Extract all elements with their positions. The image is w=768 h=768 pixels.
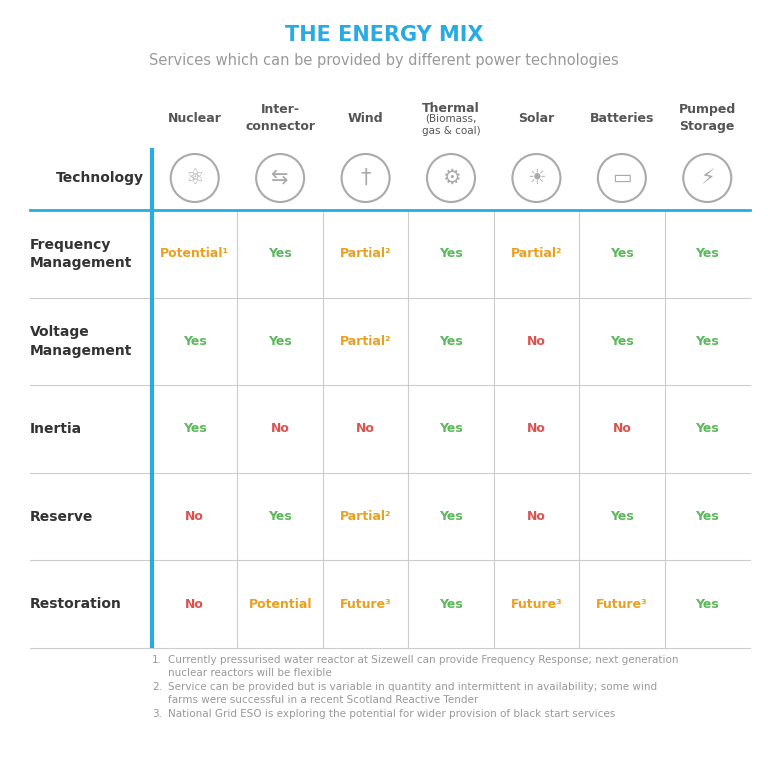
Text: Thermal: Thermal (422, 102, 480, 115)
Text: Partial²: Partial² (339, 247, 392, 260)
Text: Yes: Yes (695, 247, 719, 260)
Text: No: No (356, 422, 375, 435)
Text: Solar: Solar (518, 111, 554, 124)
Text: Voltage
Management: Voltage Management (30, 325, 132, 358)
Text: Pumped
Storage: Pumped Storage (679, 103, 736, 133)
Text: Service can be provided but is variable in quantity and intermittent in availabi: Service can be provided but is variable … (168, 682, 657, 705)
Text: Partial²: Partial² (339, 510, 392, 523)
Text: Yes: Yes (695, 598, 719, 611)
Text: No: No (612, 422, 631, 435)
Text: Yes: Yes (183, 335, 207, 348)
Text: Yes: Yes (268, 335, 292, 348)
Text: Yes: Yes (183, 422, 207, 435)
Text: No: No (270, 422, 290, 435)
Text: Future³: Future³ (339, 598, 392, 611)
Text: Yes: Yes (268, 510, 292, 523)
Text: Potential¹: Potential¹ (161, 247, 229, 260)
Text: Frequency
Management: Frequency Management (30, 237, 132, 270)
Text: ☀: ☀ (527, 168, 546, 188)
Text: Yes: Yes (268, 247, 292, 260)
Text: National Grid ESO is exploring the potential for wider provision of black start : National Grid ESO is exploring the poten… (168, 709, 615, 719)
Text: ⚙: ⚙ (442, 168, 460, 188)
Text: Reserve: Reserve (30, 510, 94, 524)
Text: 2.: 2. (152, 682, 162, 692)
Text: Wind: Wind (348, 111, 383, 124)
Text: †: † (360, 168, 371, 188)
Text: Yes: Yes (695, 335, 719, 348)
Text: Inertia: Inertia (30, 422, 82, 436)
Text: Yes: Yes (610, 335, 634, 348)
Text: No: No (185, 510, 204, 523)
Text: No: No (527, 335, 546, 348)
Text: ▭: ▭ (612, 168, 632, 188)
Text: No: No (185, 598, 204, 611)
Text: Services which can be provided by different power technologies: Services which can be provided by differ… (149, 52, 619, 68)
Text: Yes: Yes (439, 422, 463, 435)
Text: Partial²: Partial² (339, 335, 392, 348)
Text: Restoration: Restoration (30, 598, 122, 611)
Text: Yes: Yes (610, 510, 634, 523)
Text: Yes: Yes (695, 422, 719, 435)
Text: Technology: Technology (56, 171, 144, 185)
Text: No: No (527, 510, 546, 523)
Text: Potential: Potential (248, 598, 312, 611)
Text: No: No (527, 422, 546, 435)
Text: Batteries: Batteries (590, 111, 654, 124)
Text: Future³: Future³ (511, 598, 562, 611)
Text: Yes: Yes (439, 335, 463, 348)
Text: ⇆: ⇆ (271, 168, 289, 188)
Text: THE ENERGY MIX: THE ENERGY MIX (285, 25, 483, 45)
Text: Yes: Yes (439, 598, 463, 611)
Text: 1.: 1. (152, 655, 162, 665)
Text: Partial²: Partial² (511, 247, 562, 260)
Text: (Biomass,
gas & coal): (Biomass, gas & coal) (422, 114, 480, 136)
Text: Inter-
connector: Inter- connector (245, 103, 315, 133)
Text: Nuclear: Nuclear (167, 111, 222, 124)
Text: Yes: Yes (439, 510, 463, 523)
Text: ⚡: ⚡ (700, 168, 714, 188)
Text: ⚛: ⚛ (185, 168, 204, 188)
Text: Future³: Future³ (596, 598, 647, 611)
Text: Yes: Yes (695, 510, 719, 523)
Text: 3.: 3. (152, 709, 162, 719)
Text: Yes: Yes (439, 247, 463, 260)
Text: Yes: Yes (610, 247, 634, 260)
Text: Currently pressurised water reactor at Sizewell can provide Frequency Response; : Currently pressurised water reactor at S… (168, 655, 678, 678)
